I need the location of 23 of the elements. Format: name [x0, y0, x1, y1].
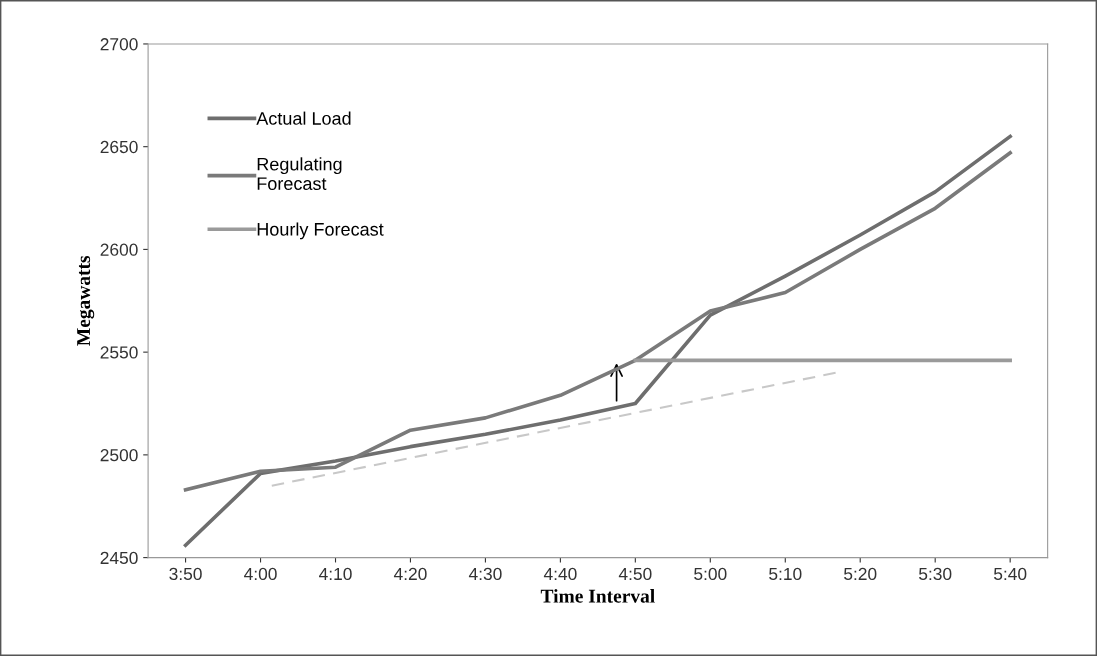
x-tick-label: 4:10: [319, 567, 352, 581]
y-tick-label: 2450: [100, 551, 138, 565]
legend-label: Hourly Forecast: [257, 222, 384, 240]
x-tick-label: 3:50: [169, 567, 202, 581]
x-tick-label: 5:20: [844, 567, 877, 581]
x-tick-label: 5:30: [918, 567, 952, 581]
y-tick-label: 2700: [100, 38, 138, 51]
x-tick-label: 4:30: [468, 567, 502, 581]
x-tick-label: 5:00: [694, 567, 727, 581]
x-tick-label: 4:50: [618, 567, 652, 581]
y-tick-label: 2500: [100, 449, 138, 462]
x-tick-label: 4:00: [244, 567, 277, 581]
y-tick-label: 2600: [100, 243, 138, 256]
y-tick-label: 2550: [100, 346, 138, 359]
x-tick-label: 4:40: [543, 567, 577, 581]
x-tick-label: 5:40: [993, 567, 1027, 581]
x-tick-label: 5:10: [769, 567, 802, 581]
y-tick-label: 2650: [100, 140, 138, 154]
x-tick-label: 4:20: [393, 567, 427, 581]
x-axis-title: Time Interval: [540, 589, 655, 603]
y-axis-title: Megawatts: [77, 255, 95, 346]
legend-label: Actual Load: [256, 111, 351, 125]
legend-label: Regulating Forecast: [257, 157, 342, 190]
